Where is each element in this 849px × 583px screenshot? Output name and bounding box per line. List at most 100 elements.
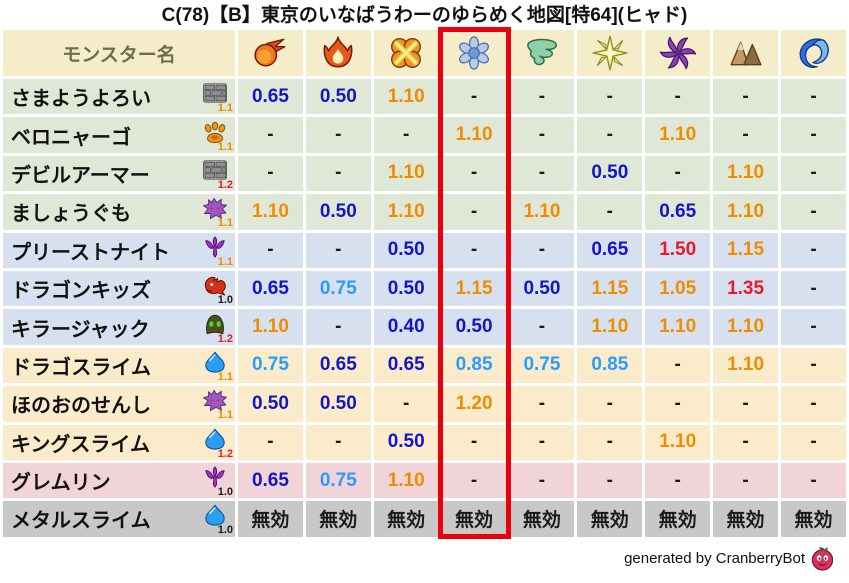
column-header-pinwheel bbox=[645, 30, 711, 76]
monster-name: ベロニャーゴ bbox=[11, 126, 131, 149]
table-row: ドラゴスライム 1.1 0.75 0.65 0.65 0.85 0.75 0.85-1.10- bbox=[3, 347, 846, 384]
monster-name: ドラゴスライム bbox=[11, 356, 151, 379]
scale-badge: 1.0 bbox=[217, 294, 233, 307]
footer-credit: generated by CranberryBot bbox=[624, 549, 805, 567]
value-cell: 1.05 bbox=[645, 270, 711, 307]
monster-name: さまようよろい bbox=[11, 88, 151, 111]
monster-name-cell: デビルアーマー 1.2 bbox=[3, 155, 235, 192]
value-cell: - bbox=[238, 117, 303, 153]
value-cell: 無効 bbox=[577, 501, 643, 537]
value-cell: 1.15 bbox=[577, 270, 643, 307]
column-header-snowflake bbox=[441, 30, 507, 76]
value-cell: - bbox=[509, 424, 575, 460]
scale-badge: 1.2 bbox=[217, 332, 233, 345]
wave-icon bbox=[796, 38, 832, 68]
value-cell: - bbox=[781, 424, 846, 460]
table-row: ほのおのせんし 1.1 0.50 0.50-1.20- - - - - bbox=[3, 386, 846, 422]
value-cell: - bbox=[441, 79, 507, 115]
value-cell: 1.10 bbox=[509, 194, 575, 230]
monster-name-cell: メタルスライム 1.0 bbox=[3, 501, 235, 537]
value-cell: 無効 bbox=[645, 501, 711, 537]
value-cell: - bbox=[509, 309, 575, 345]
value-cell: - bbox=[305, 232, 371, 268]
column-header-flame bbox=[305, 30, 371, 76]
value-cell: 0.50 bbox=[305, 79, 371, 115]
slime-icon: 1.1 bbox=[200, 350, 233, 382]
page-title: C(78)【B】東京のいなばうわーのゆらめく地図[特64](ヒャド) bbox=[161, 5, 688, 26]
value-cell: 1.10 bbox=[713, 347, 778, 384]
scale-badge: 1.0 bbox=[217, 486, 233, 499]
column-header-mountain bbox=[713, 30, 778, 76]
snowflake-icon bbox=[456, 36, 492, 70]
cranberry-icon bbox=[810, 546, 835, 571]
value-cell: 無効 bbox=[781, 501, 846, 537]
value-cell: 無効 bbox=[373, 501, 439, 537]
scale-badge: 1.2 bbox=[217, 178, 233, 191]
value-cell: - bbox=[781, 309, 846, 345]
monster-name: キングスライム bbox=[11, 433, 150, 456]
table-row: メタルスライム 1.0 無効 無効 無効 無効 無効 無効 無効 無効 無効 bbox=[3, 501, 846, 537]
value-cell: 0.50 bbox=[373, 424, 439, 460]
mountain-icon bbox=[728, 41, 764, 66]
value-cell: - bbox=[305, 309, 371, 345]
monster-name-cell: キングスライム 1.2 bbox=[3, 424, 235, 460]
scale-badge: 1.0 bbox=[217, 524, 233, 537]
value-cell: - bbox=[305, 117, 371, 153]
value-cell: 1.15 bbox=[713, 232, 778, 268]
hood-icon: 1.2 bbox=[200, 312, 233, 345]
monster-name-cell: キラージャック 1.2 bbox=[3, 309, 235, 345]
value-cell: - bbox=[645, 79, 711, 115]
value-cell: - bbox=[781, 117, 846, 153]
value-cell: - bbox=[305, 424, 371, 460]
monster-name: プリーストナイト bbox=[11, 241, 170, 264]
value-cell: - bbox=[238, 155, 303, 192]
monster-name: グレムリン bbox=[11, 472, 111, 495]
value-cell: - bbox=[305, 155, 371, 192]
value-cell: 1.10 bbox=[645, 117, 711, 153]
value-cell: - bbox=[373, 386, 439, 422]
monster-name-cell: さまようよろい 1.1 bbox=[3, 79, 235, 115]
value-cell: 無効 bbox=[305, 501, 371, 537]
value-cell: 0.50 bbox=[305, 386, 371, 422]
value-cell: 1.10 bbox=[373, 194, 439, 230]
value-cell: 0.65 bbox=[305, 347, 371, 384]
table-row: ましょうぐも 1.1 1.10 0.50 1.10-1.10-0.65 1.10- bbox=[3, 194, 846, 230]
table-row: デビルアーマー 1.2- -1.10- -0.50-1.10- bbox=[3, 155, 846, 192]
table-row: プリーストナイト 1.1- -0.50- -0.65 1.50 1.15- bbox=[3, 232, 846, 268]
value-cell: 1.10 bbox=[713, 155, 778, 192]
value-cell: 0.50 bbox=[441, 309, 507, 345]
value-cell: - bbox=[713, 462, 778, 499]
footer: generated by CranberryBot bbox=[0, 546, 849, 571]
value-cell: - bbox=[781, 232, 846, 268]
value-cell: 0.50 bbox=[373, 232, 439, 268]
value-cell: - bbox=[509, 79, 575, 115]
value-cell: - bbox=[781, 462, 846, 499]
value-cell: - bbox=[645, 386, 711, 422]
value-cell: - bbox=[713, 117, 778, 153]
trident-icon: 1.1 bbox=[200, 235, 233, 267]
value-cell: 0.65 bbox=[373, 347, 439, 384]
value-cell: 1.10 bbox=[645, 424, 711, 460]
value-cell: - bbox=[577, 386, 643, 422]
value-cell: - bbox=[781, 155, 846, 192]
value-cell: - bbox=[373, 117, 439, 153]
table-row: さまようよろい 1.1 0.65 0.50 1.10- - - - - - bbox=[3, 79, 846, 115]
value-cell: 無効 bbox=[238, 501, 303, 537]
value-cell: 0.50 bbox=[238, 386, 303, 422]
value-cell: 0.50 bbox=[509, 270, 575, 307]
value-cell: - bbox=[713, 79, 778, 115]
value-cell: - bbox=[509, 462, 575, 499]
value-cell: 0.75 bbox=[509, 347, 575, 384]
trident-icon: 1.0 bbox=[200, 465, 233, 499]
value-cell: - bbox=[577, 79, 643, 115]
slime-icon: 1.0 bbox=[200, 503, 233, 537]
value-cell: - bbox=[713, 386, 778, 422]
value-cell: - bbox=[509, 386, 575, 422]
value-cell: - bbox=[441, 194, 507, 230]
monster-name-cell: ほのおのせんし 1.1 bbox=[3, 386, 235, 422]
value-cell: 1.35 bbox=[713, 270, 778, 307]
value-cell: - bbox=[577, 424, 643, 460]
value-cell: - bbox=[441, 232, 507, 268]
table-row: グレムリン 1.0 0.65 0.75 1.10- - - - - - bbox=[3, 462, 846, 499]
starburst-icon bbox=[592, 35, 628, 71]
